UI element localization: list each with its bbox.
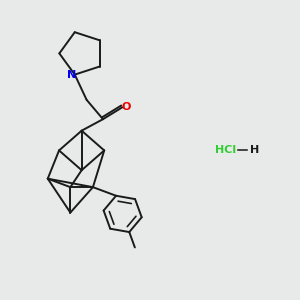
Text: N: N <box>67 70 76 80</box>
Text: HCl: HCl <box>215 145 236 155</box>
Text: H: H <box>250 145 259 155</box>
Text: O: O <box>122 102 131 112</box>
